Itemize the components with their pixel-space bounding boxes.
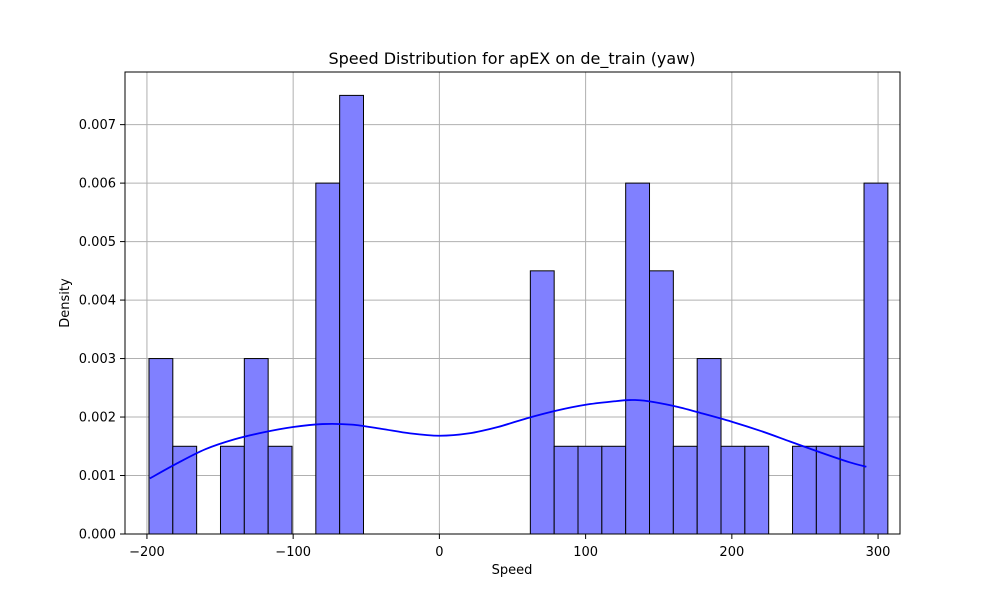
histogram-bar [672,445,698,535]
histogram-bar [815,445,841,535]
y-tick-label: 0.005 [79,235,116,250]
histogram-bar [315,182,341,535]
histogram-bar [339,94,364,535]
x-tick-label: 200 [719,545,744,560]
y-tick-label: 0.002 [79,411,116,426]
histogram-bar [625,182,651,535]
plot-frame [124,71,901,535]
histogram-bar [267,445,293,535]
x-tick-label: 0 [435,545,443,560]
x-axis-label: Speed [492,563,533,578]
histogram-bar [720,445,746,535]
x-tick-label: −200 [129,545,165,560]
histogram-bar [863,182,889,535]
histogram-bar [219,445,245,535]
histogram-bar [148,358,174,535]
y-tick-label: 0.004 [79,294,116,309]
histogram-bar [696,358,722,535]
kde-curve-layer [149,399,867,480]
y-tick-label: 0.003 [79,352,116,367]
y-axis-label: Density [58,278,73,328]
y-tick-label: 0.007 [79,118,116,133]
x-tick-label: −100 [275,545,311,560]
kde-curve [149,399,867,480]
histogram-bars [148,94,889,535]
histogram-bar [792,445,817,535]
histogram-bar [529,270,555,535]
histogram-bar [744,445,770,535]
y-tick-label: 0.000 [79,528,116,543]
histogram-bar [577,445,603,535]
histogram-bar [553,445,579,535]
histogram-bar [243,358,269,535]
histogram-bar [839,445,865,535]
y-tick-label: 0.001 [79,469,116,484]
histogram-bar [601,445,627,535]
chart-title: Speed Distribution for apEX on de_train … [328,49,695,69]
x-tick-label: 100 [573,545,598,560]
x-tick-label: 300 [866,545,891,560]
axis-ticks: −200 −100 0 100 200 300 0.000 0.001 0.002 0.003 0.… [79,118,891,560]
y-tick-label: 0.006 [79,177,116,192]
